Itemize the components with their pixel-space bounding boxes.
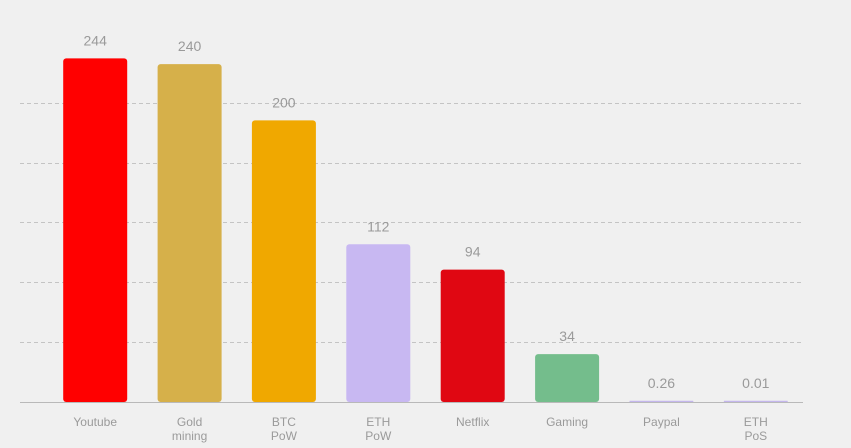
category-label: BTC PoW — [271, 415, 298, 443]
bar-eth-pos — [723, 400, 788, 402]
bar-gaming — [535, 354, 600, 402]
bar-youtube — [63, 58, 128, 403]
category-label: Gaming — [546, 415, 588, 429]
bars — [63, 58, 788, 403]
bar-btc-pow — [251, 120, 316, 403]
value-label: 94 — [465, 244, 481, 260]
gridlines — [20, 103, 803, 403]
bar-gold-mining — [157, 64, 222, 402]
bar-paypal — [629, 400, 694, 402]
value-labels: 244 240 200 112 94 34 0.26 0.01 — [84, 32, 770, 390]
category-label: ETH PoS — [744, 415, 768, 443]
category-labels: Youtube Gold mining BTC PoW ETH PoW Netflix Gami… — [73, 415, 767, 443]
bar-netflix — [440, 269, 505, 402]
value-label: 200 — [272, 94, 296, 110]
value-label: 34 — [559, 328, 575, 344]
category-label: ETH PoW — [365, 415, 392, 443]
category-label: Youtube — [73, 415, 117, 429]
bar-eth-pow — [346, 244, 411, 402]
value-label: 0.26 — [648, 375, 675, 391]
value-label: 240 — [178, 38, 202, 54]
value-label: 244 — [84, 32, 108, 48]
category-label: Gold mining — [172, 415, 207, 443]
category-label: Paypal — [643, 415, 680, 429]
value-label: 112 — [367, 218, 390, 234]
value-label: 0.01 — [742, 375, 769, 391]
category-label: Netflix — [456, 415, 489, 429]
